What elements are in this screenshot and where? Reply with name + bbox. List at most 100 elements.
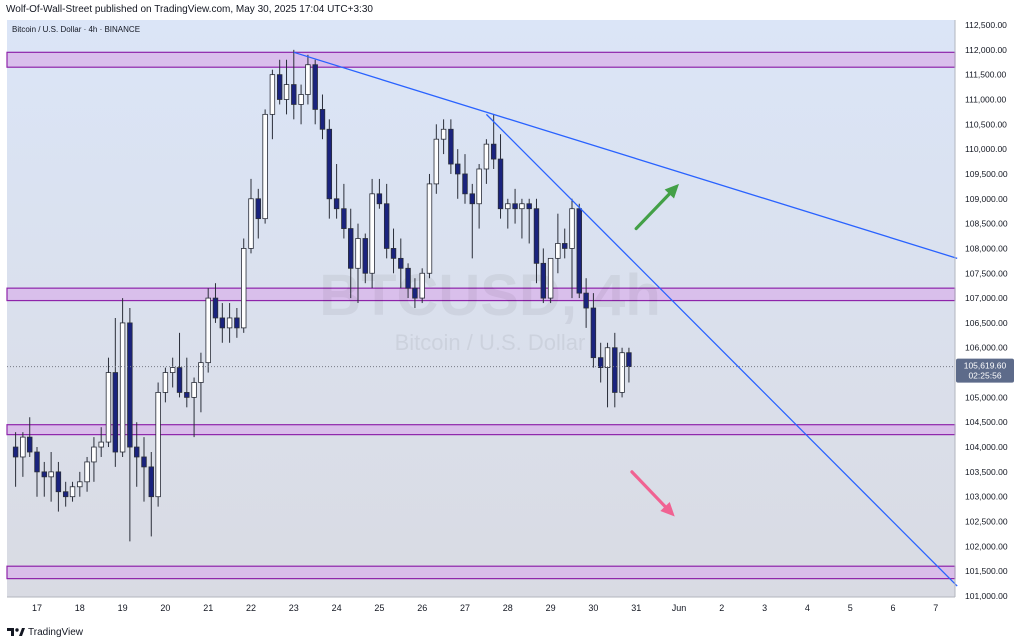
candle-up[interactable]	[555, 243, 561, 259]
candle-down[interactable]	[490, 143, 497, 160]
candle-down[interactable]	[276, 74, 283, 100]
candle-down[interactable]	[597, 357, 604, 368]
candle-down[interactable]	[341, 208, 347, 229]
candle-up[interactable]	[298, 94, 304, 105]
candle-down[interactable]	[219, 317, 226, 329]
candle-down[interactable]	[448, 128, 454, 165]
candle-down[interactable]	[27, 436, 33, 453]
trendlines-layer	[293, 51, 958, 587]
candle-up[interactable]	[505, 203, 511, 210]
candle-down[interactable]	[398, 257, 404, 269]
candle-down[interactable]	[127, 322, 133, 448]
candle-up[interactable]	[20, 436, 26, 458]
candle-up[interactable]	[226, 317, 233, 329]
candle-down[interactable]	[134, 446, 140, 458]
tradingview-logo[interactable]: TradingView	[7, 627, 84, 638]
candle-down[interactable]	[148, 466, 154, 498]
y-tick-label: 110,500.00	[965, 119, 1007, 129]
candle-down[interactable]	[55, 471, 62, 493]
candle-up[interactable]	[476, 168, 482, 205]
candle-up[interactable]	[48, 471, 54, 478]
candle-up[interactable]	[248, 198, 254, 249]
candle-up[interactable]	[262, 113, 268, 220]
candle-up[interactable]	[162, 372, 169, 393]
candle-down[interactable]	[62, 491, 69, 498]
candle-down[interactable]	[333, 198, 340, 210]
candle-down[interactable]	[212, 297, 219, 319]
candle-down[interactable]	[184, 392, 190, 398]
candle-down[interactable]	[562, 243, 568, 249]
candle-down[interactable]	[540, 262, 547, 299]
candle-down[interactable]	[41, 471, 47, 478]
candle-up[interactable]	[519, 203, 525, 210]
candle-down[interactable]	[526, 203, 532, 210]
candle-down[interactable]	[583, 292, 589, 309]
candle-up[interactable]	[547, 257, 554, 299]
candle-up[interactable]	[155, 392, 161, 498]
candle-down[interactable]	[469, 193, 475, 205]
candle-down[interactable]	[112, 372, 119, 453]
y-axis[interactable]: 112,500.00 112,000.00 111,500.00 111,000.00…	[965, 20, 1008, 601]
candle-down[interactable]	[255, 198, 261, 220]
candle-up[interactable]	[569, 208, 575, 249]
candle-down[interactable]	[12, 446, 19, 458]
candle-down[interactable]	[405, 267, 411, 289]
candle-up[interactable]	[619, 352, 625, 393]
candle-up[interactable]	[91, 446, 97, 463]
candle-down[interactable]	[533, 208, 540, 264]
candle-up[interactable]	[98, 441, 104, 448]
candle-down[interactable]	[348, 228, 354, 269]
candle-up[interactable]	[205, 297, 211, 364]
candle-up[interactable]	[483, 143, 490, 170]
x-tick-label: 7	[933, 603, 938, 613]
trendline[interactable]	[293, 51, 958, 259]
candle-up[interactable]	[198, 362, 204, 383]
candle-up[interactable]	[169, 367, 176, 373]
candle-up[interactable]	[369, 193, 375, 274]
candle-up[interactable]	[77, 481, 83, 488]
watermark-ticker: BTCUSD, 4h	[319, 263, 661, 328]
candle-down[interactable]	[34, 451, 40, 473]
candle-down[interactable]	[612, 347, 618, 393]
candle-down[interactable]	[176, 367, 183, 393]
candle-up[interactable]	[433, 138, 440, 185]
candle-up[interactable]	[84, 461, 90, 483]
candle-down[interactable]	[390, 248, 397, 259]
candle-up[interactable]	[305, 64, 311, 95]
candle-down[interactable]	[576, 208, 582, 294]
candle-up[interactable]	[241, 248, 247, 329]
y-tick-label: 106,500.00	[965, 318, 1008, 328]
candle-up[interactable]	[119, 322, 126, 453]
candle-up[interactable]	[69, 486, 76, 498]
candle-down[interactable]	[312, 64, 318, 110]
candle-down[interactable]	[497, 158, 504, 210]
candle-up[interactable]	[355, 238, 361, 269]
candle-down[interactable]	[383, 203, 390, 249]
candle-up[interactable]	[105, 372, 112, 443]
candle-up[interactable]	[269, 74, 276, 115]
candle-up[interactable]	[604, 347, 611, 369]
candle-down[interactable]	[319, 109, 326, 130]
trendline[interactable]	[485, 113, 958, 587]
candle-down[interactable]	[376, 193, 383, 205]
candle-down[interactable]	[455, 163, 461, 175]
candle-down[interactable]	[462, 173, 468, 195]
candle-up[interactable]	[283, 84, 290, 100]
candle-down[interactable]	[590, 307, 597, 359]
candle-down[interactable]	[234, 317, 240, 329]
candle-down[interactable]	[362, 238, 368, 274]
candle-down[interactable]	[626, 352, 632, 368]
candle-up[interactable]	[426, 183, 433, 274]
candle-down[interactable]	[326, 128, 333, 200]
candle-up[interactable]	[191, 382, 197, 398]
candle-up[interactable]	[419, 272, 425, 299]
candle-down[interactable]	[412, 287, 418, 299]
x-axis[interactable]: 17 18 19 20 21 22 23 24 25 26 27 28 29 30 31 Jun 2 3 4 5 6 7	[32, 603, 938, 613]
candle-up[interactable]	[440, 128, 447, 140]
y-tick-label: 101,000.00	[965, 591, 1008, 601]
candle-down[interactable]	[141, 456, 147, 468]
candle-down[interactable]	[291, 84, 297, 105]
candle-down[interactable]	[512, 203, 518, 210]
